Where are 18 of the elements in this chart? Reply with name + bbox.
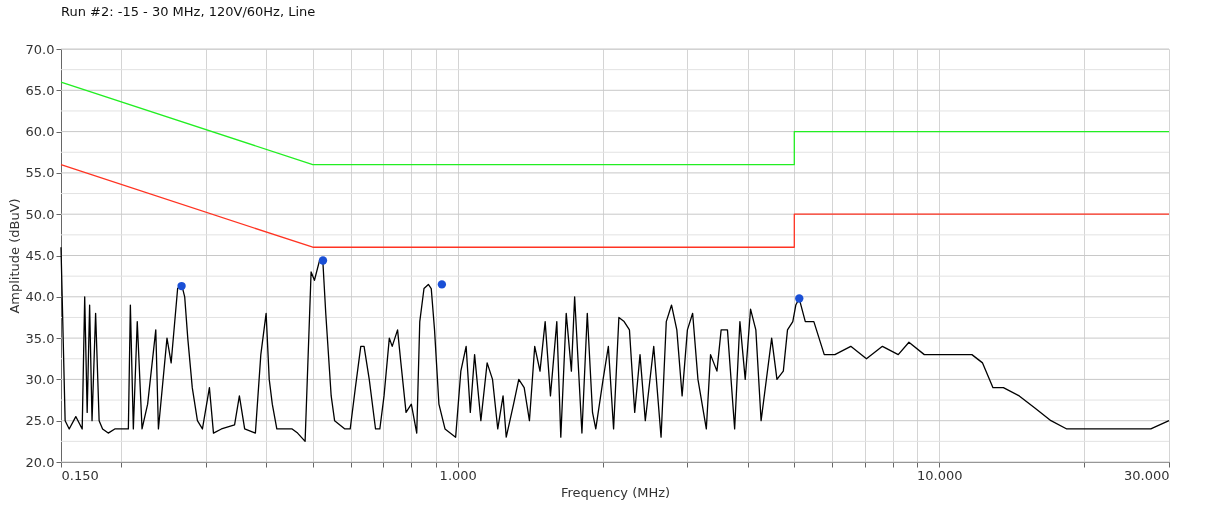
x-tick-label: 30.000 bbox=[1124, 467, 1170, 483]
x-axis-title: Frequency (MHz) bbox=[560, 484, 671, 500]
y-tick-label: 30.0 bbox=[25, 371, 55, 387]
y-tick-label: 50.0 bbox=[25, 206, 55, 222]
y-tick-label: 70.0 bbox=[25, 41, 55, 57]
y-tick-label: 40.0 bbox=[25, 289, 55, 305]
x-tick-label: 10.000 bbox=[917, 467, 963, 483]
y-tick-label: 25.0 bbox=[25, 413, 55, 429]
y-axis-title: Amplitude (dBuV) bbox=[6, 198, 22, 314]
y-tick-label: 55.0 bbox=[25, 165, 55, 181]
y-tick-label: 35.0 bbox=[25, 330, 55, 346]
x-tick-label: 1.000 bbox=[439, 467, 477, 483]
x-tick-label: 0.150 bbox=[61, 467, 99, 483]
y-tick-label: 65.0 bbox=[25, 82, 55, 98]
chart-title: Run #2: -15 - 30 MHz, 120V/60Hz, Line bbox=[61, 4, 316, 19]
y-tick-label: 45.0 bbox=[25, 248, 55, 263]
y-tick-label: 60.0 bbox=[25, 124, 55, 140]
y-tick-label: 20.0 bbox=[25, 454, 55, 470]
